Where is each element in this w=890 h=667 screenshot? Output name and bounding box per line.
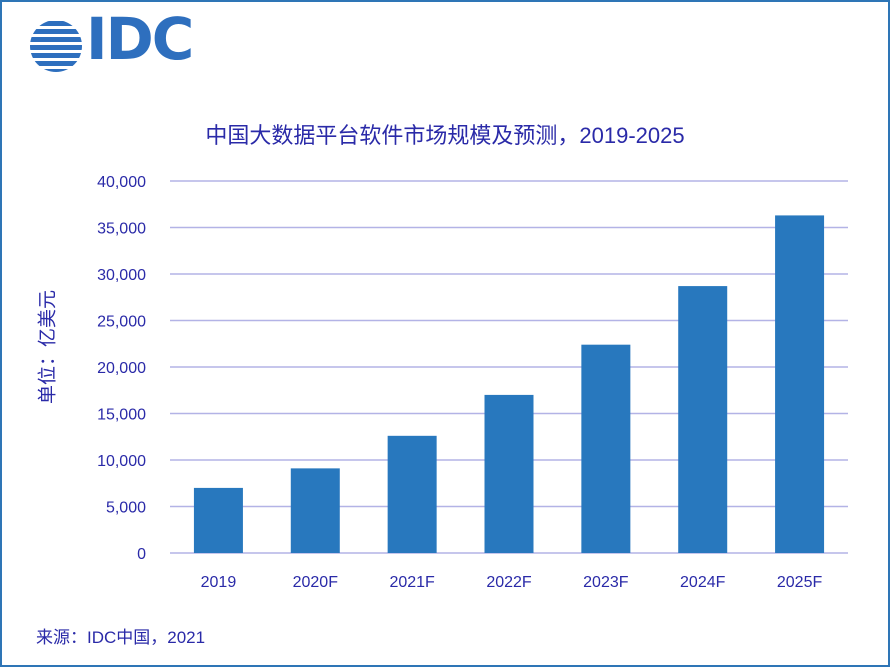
- y-tick-label: 40,000: [97, 174, 146, 191]
- y-tick-label: 5,000: [106, 500, 146, 517]
- y-tick-label: 25,000: [97, 314, 146, 331]
- x-tick-label: 2021F: [389, 574, 435, 591]
- y-tick-label: 35,000: [97, 221, 146, 238]
- x-tick-label: 2025F: [777, 574, 823, 591]
- x-axis-ticks: 2019 2020F 2021F 2022F 2023F 2024F 2025F: [201, 574, 823, 591]
- chart-title: 中国大数据平台软件市场规模及预测，2019-2025: [205, 123, 685, 148]
- y-tick-label: 0: [137, 546, 146, 563]
- x-tick-label: 2023F: [583, 574, 629, 591]
- x-tick-label: 2022F: [486, 574, 532, 591]
- bar-2025F: [775, 215, 825, 553]
- bar-2020F: [290, 468, 340, 553]
- bar-2024F: [678, 286, 728, 553]
- y-tick-label: 30,000: [97, 267, 146, 284]
- bar-2022F: [484, 394, 534, 553]
- y-tick-label: 20,000: [97, 360, 146, 377]
- bar-2023F: [581, 344, 631, 553]
- bar-2019: [193, 487, 243, 553]
- y-tick-label: 10,000: [97, 453, 146, 470]
- x-tick-label: 2024F: [680, 574, 726, 591]
- x-tick-label: 2020F: [293, 574, 339, 591]
- source-note: 来源：IDC中国，2021: [36, 628, 206, 647]
- bars: [193, 215, 825, 553]
- bar-2021F: [387, 435, 437, 553]
- idc-globe-icon: [30, 21, 82, 72]
- y-tick-label: 15,000: [97, 407, 146, 424]
- y-axis-ticks: 0 5,000 10,000 15,000 20,000 25,000 30,000 35,0…: [97, 174, 146, 563]
- logo-text: IDC: [86, 5, 194, 73]
- x-tick-label: 2019: [201, 574, 237, 591]
